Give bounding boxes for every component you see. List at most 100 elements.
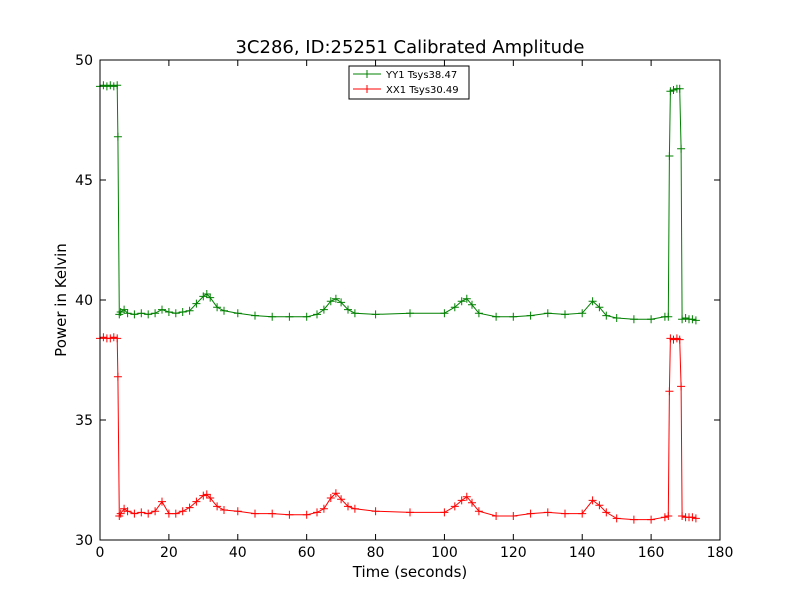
data-point: [233, 309, 242, 318]
plot-frame: [99, 59, 721, 541]
data-point: [109, 82, 118, 91]
data-point: [331, 294, 340, 303]
y-tick-label: 30: [75, 533, 93, 549]
x-tick-label: 80: [367, 545, 385, 561]
x-tick-label: 0: [96, 545, 105, 561]
data-point: [192, 299, 201, 308]
x-tick-label: 120: [500, 545, 527, 561]
x-tick-label: 140: [569, 545, 596, 561]
data-point: [457, 496, 466, 505]
data-point: [344, 305, 352, 314]
data-point: [526, 311, 535, 320]
data-point: [313, 508, 321, 517]
data-point: [450, 303, 459, 312]
data-point: [675, 335, 684, 344]
data-point: [669, 86, 678, 94]
data-point: [561, 310, 569, 319]
data-point: [185, 306, 194, 315]
series-layer: [96, 81, 700, 524]
x-tick-label: 180: [707, 545, 734, 561]
data-point: [130, 509, 139, 518]
data-point: [151, 507, 160, 516]
data-point: [213, 502, 222, 511]
series-line: [99, 84, 697, 321]
data-point: [337, 298, 346, 307]
data-point: [116, 509, 125, 518]
y-tick-label: 40: [75, 293, 93, 309]
data-point: [681, 314, 690, 322]
data-point: [123, 309, 132, 318]
data-point: [350, 309, 359, 318]
y-axis-label: Power in Kelvin: [52, 243, 70, 357]
legend: YY1 Tsys38.47 XX1 Tsys30.49: [348, 65, 470, 100]
data-point: [113, 372, 122, 381]
data-point: [178, 308, 187, 316]
data-point: [602, 311, 611, 320]
data-point: [612, 514, 621, 523]
data-point: [302, 510, 311, 519]
chart-title: 3C286, ID:25251 Calibrated Amplitude: [235, 37, 584, 58]
y-tick-label: 45: [75, 173, 93, 189]
legend-box: [348, 65, 470, 100]
data-point: [220, 506, 228, 514]
data-point: [462, 294, 471, 303]
data-point: [137, 309, 146, 318]
data-point: [164, 308, 173, 316]
data-point: [688, 315, 697, 324]
data-point: [268, 312, 277, 321]
data-point: [164, 509, 173, 518]
data-point: [319, 305, 328, 314]
data-point: [285, 510, 294, 519]
data-point: [660, 513, 669, 522]
legend-marker-yy1: [363, 70, 371, 78]
data-point: [102, 82, 111, 91]
data-point: [647, 515, 656, 524]
data-point: [144, 310, 153, 319]
data-point: [595, 303, 604, 312]
data-point: [233, 507, 242, 516]
data-point: [509, 512, 518, 520]
x-tick-label: 160: [638, 545, 665, 561]
legend-marker-xx1: [363, 85, 371, 93]
data-point: [595, 501, 604, 510]
data-point: [492, 312, 501, 321]
data-point: [462, 492, 471, 501]
data-point: [109, 333, 118, 342]
data-point: [171, 509, 180, 518]
data-point: [588, 297, 597, 306]
data-point: [350, 504, 359, 513]
data-point: [664, 312, 673, 321]
data-point: [171, 309, 180, 318]
data-point: [371, 507, 380, 516]
x-tick-label: 40: [229, 545, 247, 561]
data-point: [665, 152, 674, 160]
data-point: [665, 387, 674, 396]
data-point: [319, 504, 328, 513]
data-point: [313, 310, 321, 319]
data-point: [199, 491, 208, 500]
data-point: [202, 290, 211, 298]
data-point: [123, 507, 132, 516]
data-point: [678, 512, 687, 520]
x-tick-label: 60: [298, 545, 316, 561]
x-axis-label: Time (seconds): [352, 563, 468, 581]
y-tick-label: 50: [75, 53, 93, 69]
series-line: [99, 336, 697, 521]
data-point: [331, 489, 340, 498]
data-point: [158, 497, 166, 506]
data-point: [251, 311, 259, 320]
data-point: [213, 303, 222, 312]
data-point: [474, 309, 483, 318]
x-tick-label: 100: [431, 545, 458, 561]
data-point: [206, 494, 215, 502]
data-point: [185, 503, 194, 512]
data-point: [302, 312, 311, 321]
data-point: [474, 507, 483, 516]
data-point: [144, 509, 153, 518]
ticks-layer: 0 20 40 60 80 100 120 140 160 180 30 35 40 45 50: [75, 53, 733, 561]
data-point: [688, 513, 697, 522]
legend-label-xx1: XX1 Tsys30.49: [386, 85, 459, 96]
data-point: [120, 305, 129, 314]
data-point: [543, 508, 552, 517]
data-point: [285, 312, 294, 321]
